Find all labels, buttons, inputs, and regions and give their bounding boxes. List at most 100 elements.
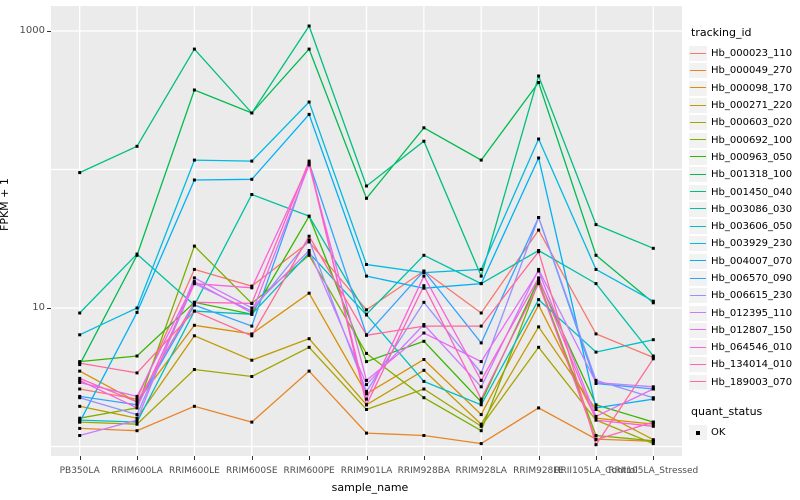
data-point [422,339,426,343]
legend-title-quant-status: quant_status [691,404,763,418]
data-point [365,196,368,200]
data-point [365,333,368,337]
legend-line-icon [690,139,706,141]
legend-line-icon [690,294,706,296]
data-point [651,424,655,428]
data-point [537,325,541,329]
data-point [422,323,426,326]
data-point [594,332,598,336]
legend-key-swatch [689,340,707,356]
data-point [135,252,139,256]
data-point [250,301,254,305]
legend-key-swatch [689,236,707,252]
x-tick-mark [423,456,425,460]
x-tick-label: RRIM600LA [111,466,163,476]
legend-item-Hb_003606_050: Hb_003606_050 [689,218,799,235]
data-point [594,418,598,422]
data-point [365,408,368,411]
legend-key-swatch [689,80,707,96]
legend-label: Hb_000023_110 [711,48,793,60]
legend-key-swatch [689,63,707,79]
y-axis-title: FPKM + 1 [0,178,11,231]
x-tick-label: RRIM600LE [169,466,220,476]
legend-label: Hb_001318_100 [711,169,793,181]
x-tick-label: RRIM600PE [283,466,335,476]
legend-item-Hb_000963_050: Hb_000963_050 [689,149,799,166]
legend-key-swatch [689,219,707,235]
data-point [250,334,254,338]
data-point [250,286,254,290]
legend-key-swatch [689,201,707,217]
y-tick-label: 1000 [19,25,45,36]
data-point [307,47,311,51]
legend-label: Hb_006615_230 [711,290,793,302]
x-tick-mark [538,456,540,460]
y-tick-mark [47,31,51,32]
data-point [422,358,426,361]
data-point [307,234,311,238]
data-point [537,303,541,307]
data-point [135,413,139,417]
data-point [78,171,82,175]
data-point [651,338,655,342]
data-point [537,267,541,271]
legend-item-Hb_189003_070: Hb_189003_070 [689,374,799,391]
data-point [479,360,483,364]
data-point [78,333,82,337]
data-point [479,341,483,345]
data-point [135,420,139,424]
data-point [365,389,368,393]
data-point [422,368,426,372]
data-point [365,378,368,382]
data-point [78,418,82,422]
legend-label: Hb_000603_020 [711,117,793,129]
legend-item-Hb_003086_030: Hb_003086_030 [689,201,799,218]
data-point [135,418,139,422]
legend-label: Hb_012807_150 [711,324,793,336]
data-point [422,286,426,290]
data-point [422,139,426,143]
data-point [250,111,254,115]
legend-item-Hb_012395_110: Hb_012395_110 [689,304,799,321]
data-point [192,267,196,271]
x-tick-label: RRII105LA_Stressed [608,466,699,476]
data-point [307,291,311,295]
legend-item-Hb_001318_100: Hb_001318_100 [689,166,799,183]
data-point [78,361,82,365]
data-point [307,238,311,242]
legend-line-icon [690,312,706,314]
x-tick-mark [309,456,311,460]
data-point [651,246,655,250]
data-point [78,416,82,420]
data-point [479,267,483,271]
legend-key-swatch [689,357,707,373]
legend-line-icon [690,208,706,210]
data-point [594,282,598,286]
data-point [192,244,196,248]
data-point [479,429,483,433]
legend-item-Hb_000049_270: Hb_000049_270 [689,62,799,79]
data-point [537,228,541,232]
data-point [192,88,196,92]
legend-label: Hb_001450_040 [711,186,793,198]
data-point [422,274,426,278]
data-point [479,413,483,417]
data-point [365,274,368,278]
data-point [192,178,196,182]
legend: tracking_id Hb_000023_110 Hb_000049_270 Hb… [689,26,799,441]
data-point [78,378,82,382]
legend-line-icon [690,104,706,106]
legend-label: Hb_064546_010 [711,342,793,354]
data-point [479,424,483,428]
data-point [135,400,139,404]
data-point [192,368,196,371]
x-tick-mark [79,456,81,460]
legend-item-Hb_004007_070: Hb_004007_070 [689,253,799,270]
data-point [250,375,254,378]
data-point [422,269,426,273]
legend-key-swatch [689,149,707,165]
x-tick-mark [481,456,483,460]
data-point [651,385,655,389]
x-tick-mark [653,456,655,460]
data-point [307,159,311,163]
